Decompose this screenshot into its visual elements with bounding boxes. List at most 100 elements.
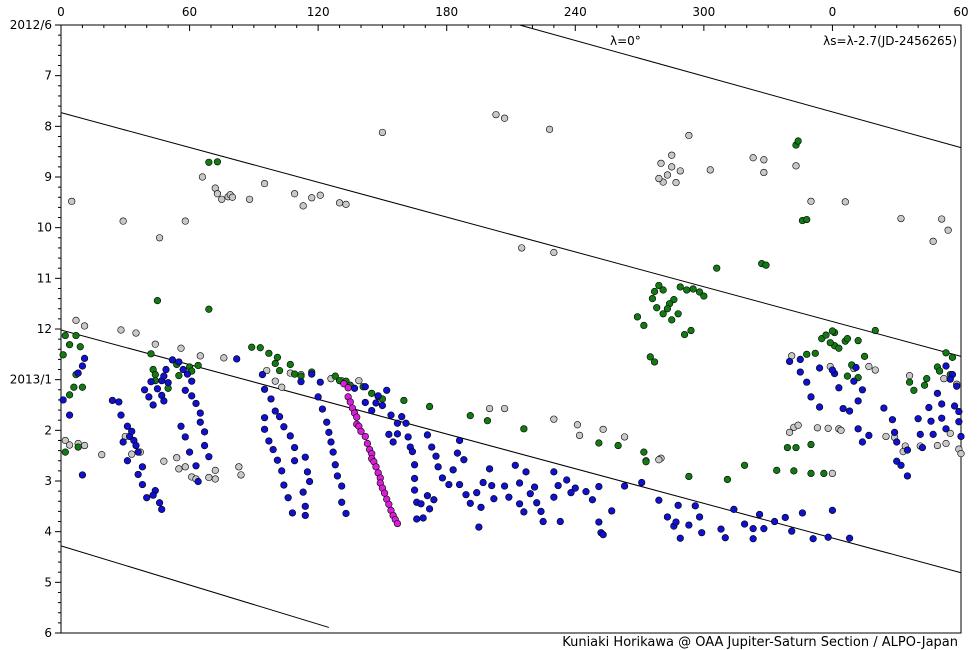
- green-data-point: [920, 381, 929, 389]
- green-data-point: [860, 352, 869, 360]
- green-data-point: [723, 475, 732, 484]
- blue-data-point: [505, 493, 513, 501]
- green-data-point: [871, 326, 879, 335]
- gray-data-point: [173, 454, 181, 462]
- gray-data-point: [117, 326, 125, 334]
- gray-data-point: [245, 195, 254, 203]
- blue-data-point: [430, 496, 438, 504]
- gray-data-point: [335, 199, 344, 207]
- blue-data-point: [721, 534, 729, 542]
- blue-data-point: [955, 407, 963, 416]
- y-tick-label: 2013/1: [10, 373, 52, 387]
- blue-data-point: [65, 411, 74, 419]
- green-data-point: [70, 383, 78, 391]
- blue-data-point: [327, 438, 335, 446]
- y-tick-label: 9: [44, 170, 52, 184]
- y-tick-label: 5: [44, 575, 52, 589]
- green-data-point: [646, 353, 654, 361]
- blue-data-point: [933, 389, 942, 397]
- gray-data-point: [828, 469, 837, 478]
- blue-data-point: [522, 468, 530, 476]
- blue-data-point: [260, 385, 269, 393]
- blue-data-point: [916, 430, 924, 438]
- blue-data-point: [134, 470, 142, 479]
- blue-data-point: [925, 403, 933, 412]
- magenta-data-point: [380, 489, 389, 497]
- blue-data-point: [134, 448, 142, 456]
- green-data-point: [205, 305, 213, 313]
- gray-data-point: [685, 131, 693, 140]
- lambda-zero-line: [519, 24, 962, 149]
- green-data-point: [713, 264, 721, 272]
- gray-data-point: [80, 322, 89, 330]
- blue-data-point: [828, 366, 837, 374]
- blue-data-point: [200, 428, 209, 436]
- blue-data-point: [691, 502, 699, 510]
- x-tick-label: 0: [57, 5, 65, 19]
- blue-data-point: [608, 507, 616, 515]
- gray-data-point: [676, 167, 684, 175]
- blue-data-point: [815, 403, 824, 411]
- blue-data-point: [835, 384, 843, 392]
- gray-data-point: [235, 463, 243, 471]
- blue-data-point: [271, 407, 279, 415]
- gray-data-point: [760, 168, 768, 177]
- green-data-point: [700, 292, 708, 300]
- blue-data-point: [265, 437, 273, 445]
- gray-data-point: [355, 377, 363, 385]
- green-data-point: [811, 349, 819, 357]
- gray-data-point: [599, 425, 607, 433]
- gray-data-point: [749, 154, 757, 162]
- blue-data-point: [155, 499, 164, 507]
- blue-data-point: [533, 499, 541, 507]
- gray-data-point: [61, 436, 69, 445]
- green-data-point: [843, 372, 852, 380]
- blue-data-point: [140, 386, 149, 394]
- gray-data-point: [794, 421, 802, 429]
- blue-data-point: [280, 423, 288, 431]
- blue-data-point: [539, 517, 547, 526]
- blue-data-point: [361, 398, 369, 407]
- green-data-point: [807, 440, 815, 449]
- blue-data-point: [828, 506, 837, 514]
- gray-data-point: [68, 197, 76, 205]
- blue-data-point: [854, 425, 862, 433]
- blue-data-point: [78, 471, 87, 479]
- blue-data-point: [419, 514, 427, 522]
- green-data-point: [655, 281, 663, 290]
- blue-data-point: [385, 430, 393, 438]
- blue-data-point: [410, 474, 419, 483]
- gray-data-point: [518, 244, 526, 252]
- blue-data-point: [378, 401, 387, 410]
- magenta-data-point: [372, 463, 380, 471]
- blue-data-point: [550, 468, 558, 476]
- gray-data-point: [198, 173, 207, 181]
- green-data-point: [685, 472, 693, 481]
- y-tick-label: 4: [44, 525, 52, 539]
- gray-data-point: [929, 237, 937, 245]
- blue-data-point: [175, 358, 183, 366]
- blue-data-point: [404, 433, 412, 441]
- lambda-zero-label: λ=0°: [610, 34, 641, 48]
- blue-data-point: [485, 465, 494, 473]
- blue-data-point: [567, 489, 575, 497]
- green-data-point: [803, 215, 811, 224]
- gray-data-point: [213, 190, 222, 198]
- blue-data-point: [288, 509, 297, 517]
- y-tick-label: 8: [44, 119, 52, 133]
- blue-data-point: [788, 527, 796, 535]
- gray-data-point: [944, 226, 952, 234]
- green-data-point: [653, 304, 661, 312]
- gray-data-point: [545, 125, 554, 133]
- gray-data-point: [940, 375, 948, 383]
- green-data-point: [668, 316, 676, 324]
- blue-data-point: [717, 525, 725, 533]
- blue-data-point: [749, 525, 757, 533]
- x-tick-label: 120: [307, 5, 330, 19]
- blue-data-point: [803, 378, 811, 386]
- blue-data-point: [260, 425, 269, 433]
- blue-data-point: [179, 365, 187, 374]
- green-data-point: [826, 339, 834, 347]
- blue-data-point: [188, 392, 196, 400]
- blue-data-point: [181, 386, 189, 394]
